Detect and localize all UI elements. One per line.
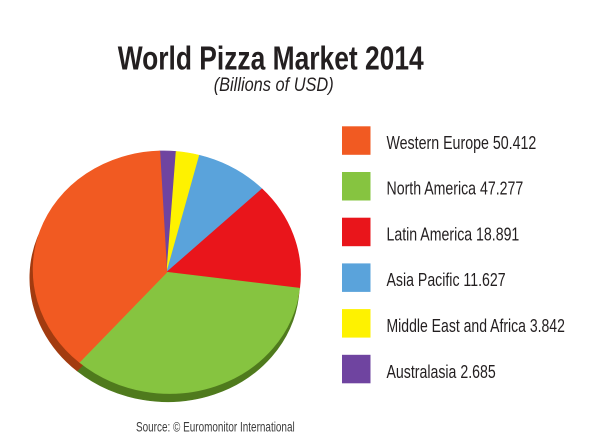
svg-text:Latin America 18.891: Latin America 18.891 xyxy=(387,224,520,244)
svg-text:Source: © Euromonitor Internat: Source: © Euromonitor International xyxy=(136,419,295,434)
svg-text:Western Europe 50.412: Western Europe 50.412 xyxy=(387,133,537,153)
svg-text:Middle East and Africa 3.842: Middle East and Africa 3.842 xyxy=(387,316,565,336)
svg-text:(Billions of USD): (Billions of USD) xyxy=(214,75,334,96)
svg-text:Asia Pacific 11.627: Asia Pacific 11.627 xyxy=(387,270,506,290)
svg-text:Australasia 2.685: Australasia 2.685 xyxy=(387,362,496,382)
svg-text:North America 47.277: North America 47.277 xyxy=(387,179,524,199)
svg-text:World Pizza Market 2014: World Pizza Market 2014 xyxy=(118,41,424,78)
